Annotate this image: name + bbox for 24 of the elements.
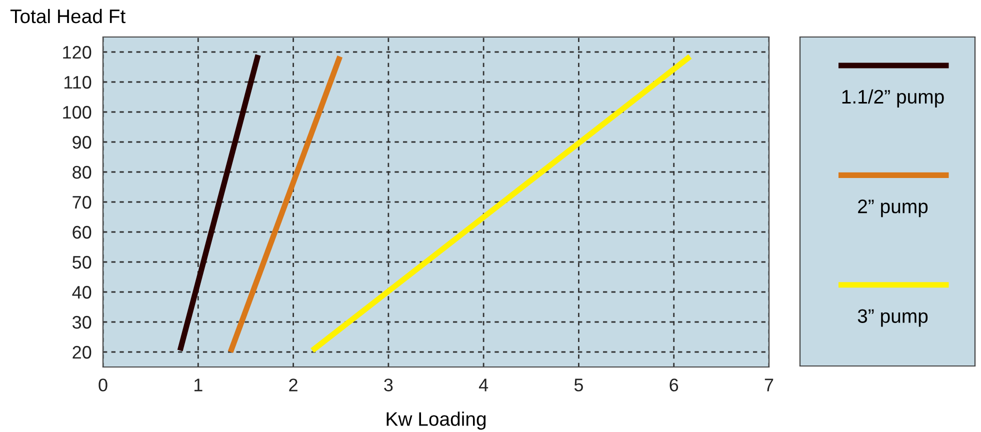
text: 3” pump [858,309,928,327]
y-tick-label: 80 [72,166,92,179]
x-axis-title: Kw Loading [386,412,486,430]
y-tick-label: 50 [72,256,92,269]
y-tick-label: 90 [72,136,92,149]
x-tick-label: 4 [478,378,488,392]
y-tick-label: 40 [72,286,92,299]
y-axis-title: Total Head Ft [10,8,126,24]
x-tick-label: 2 [289,378,298,392]
x-tick-label: 5 [574,378,583,392]
y-tick-label: 30 [72,316,92,329]
x-tick-label: 6 [670,378,678,392]
y-tick-label: 70 [72,196,92,209]
y-tick-label: 100 [63,106,92,119]
x-tick-label: 0 [98,378,108,392]
y-tick-label: 120 [63,46,92,59]
y-tick-label: 20 [72,346,92,359]
x-tick-label: 1 [194,378,202,392]
x-tick-label: 7 [764,378,774,392]
y-tick-label: 60 [72,226,92,239]
text: 1.1/2” pump [842,89,944,108]
y-tick-label: 110 [64,76,92,89]
x-tick-label: 3 [384,378,393,392]
text: 2” pump [858,200,928,218]
